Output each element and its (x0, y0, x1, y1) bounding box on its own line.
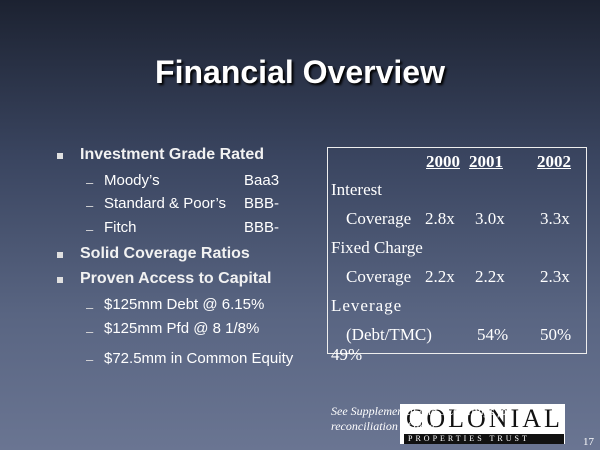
footnote: See Supplemental and SEC filings for rec… (331, 404, 512, 433)
rating-agency: Moody’s (104, 172, 160, 189)
bullet: Solid Coverage Ratios (80, 245, 250, 262)
cell: 3.3x (540, 209, 570, 228)
dash: – (86, 324, 94, 339)
sub-bullet: $125mm Debt @ 6.15% (104, 296, 265, 313)
row-label: Fixed Charge (331, 238, 423, 257)
dash: – (86, 198, 94, 213)
year-header: 2002 (537, 152, 571, 171)
bullet: Investment Grade Rated (80, 146, 265, 163)
dash: – (86, 300, 94, 315)
row-label: Leverage (331, 296, 403, 315)
logo-band (404, 434, 564, 444)
row-sublabel: Coverage (346, 209, 412, 228)
cell: 49% (331, 345, 363, 364)
sub-bullet: $72.5mm in Common Equity (104, 350, 294, 367)
rating: BBB- (244, 219, 280, 236)
table-frame (327, 147, 587, 354)
page-number: 17 (583, 436, 594, 448)
dash: – (86, 175, 94, 190)
dash: – (86, 222, 94, 237)
bullet-marker (57, 153, 63, 159)
row-label: Interest (331, 180, 382, 199)
bullet-marker (57, 252, 63, 258)
rating-agency: Fitch (104, 219, 137, 236)
cell: 2.2x (425, 267, 455, 286)
rating: BBB- (244, 195, 280, 212)
rating: Baa3 (244, 172, 280, 189)
row-sublabel: Coverage (346, 267, 412, 286)
cell: 2.2x (475, 267, 505, 286)
year-header: 2000 (426, 152, 460, 171)
cell: 2.3x (540, 267, 570, 286)
rating-agency: Standard & Poor’s (104, 195, 227, 212)
bullet-marker (57, 277, 63, 283)
year-header: 2001 (469, 152, 503, 171)
cell: 2.8x (425, 209, 455, 228)
logo-subtitle: PROPERTIES TRUST (408, 434, 530, 443)
bullet: Proven Access to Capital (80, 270, 272, 287)
dash: – (86, 352, 94, 367)
cell: 54% (477, 325, 509, 344)
title: Financial Overview (155, 54, 445, 90)
cell: 50% (540, 325, 572, 344)
sub-bullet: $125mm Pfd @ 8 1/8% (104, 320, 260, 337)
row-sublabel: (Debt/TMC) (346, 325, 432, 344)
logo-name: COLONIAL (406, 404, 563, 433)
cell: 3.0x (475, 209, 505, 228)
